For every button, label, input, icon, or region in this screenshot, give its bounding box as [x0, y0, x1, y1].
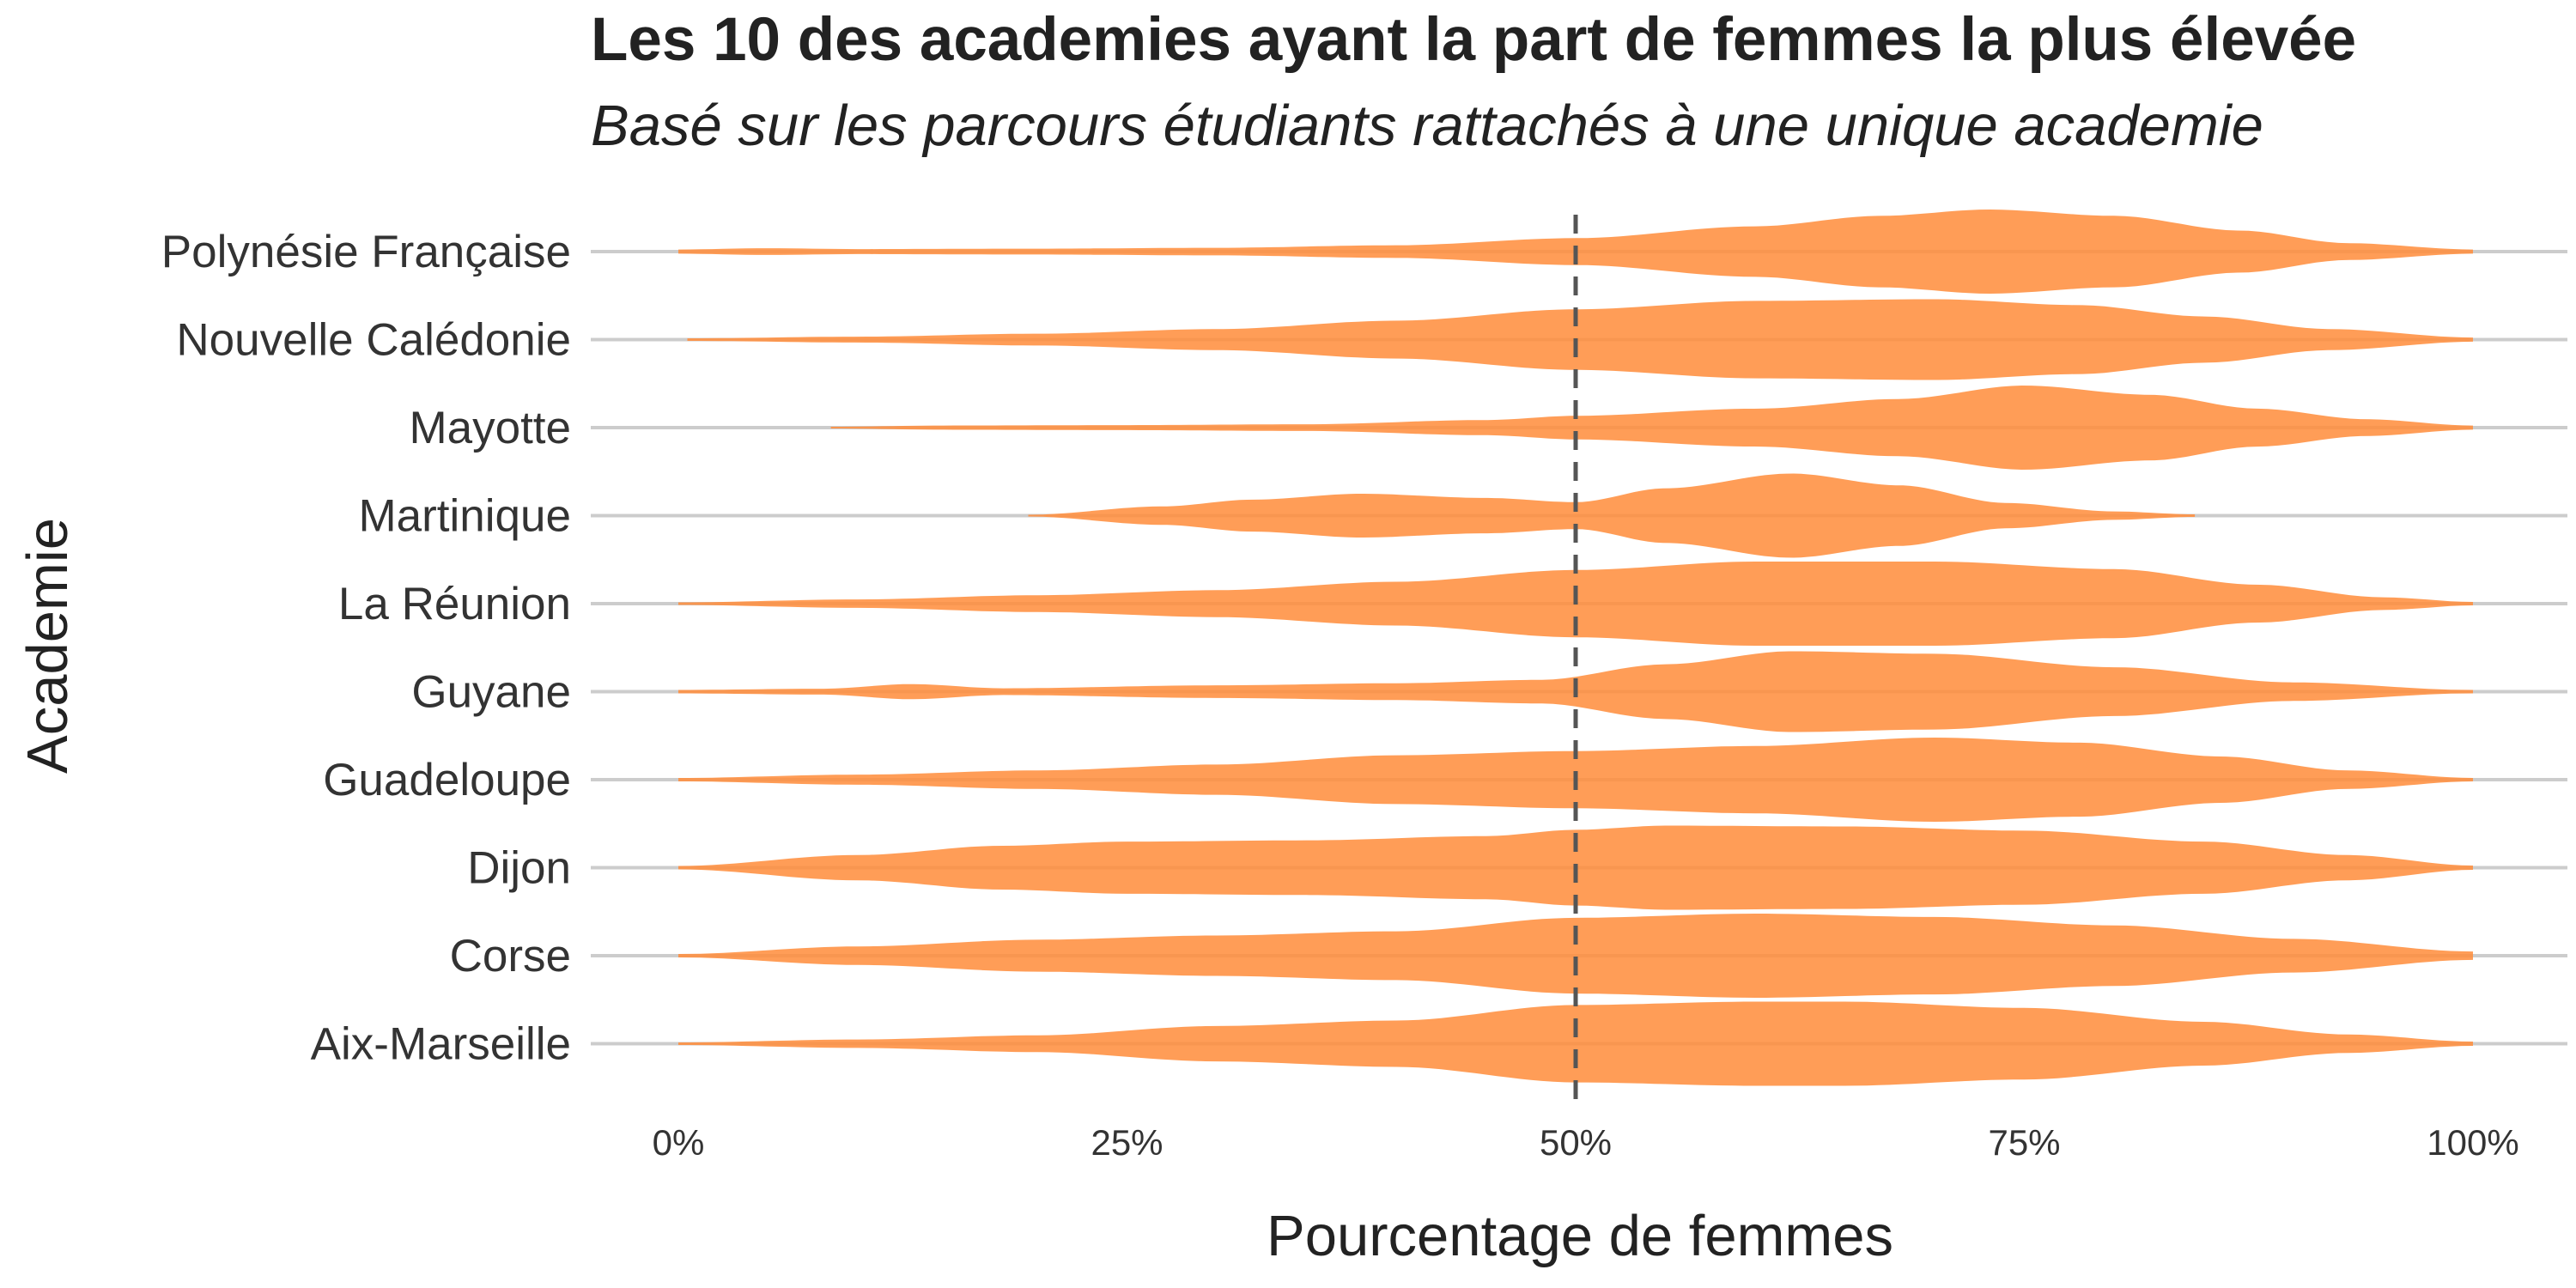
category-label: Guadeloupe: [323, 755, 571, 805]
chart-subtitle: Basé sur les parcours étudiants rattaché…: [591, 94, 2263, 158]
violin-aix-marseille: [678, 1001, 2473, 1086]
category-label: Aix-Marseille: [311, 1019, 571, 1070]
x-axis-title: Pourcentage de femmes: [1267, 1204, 1893, 1268]
violin-nouvelle-caledonie: [687, 299, 2473, 380]
x-tick-label: 75%: [1988, 1122, 2060, 1163]
chart-title: Les 10 des academies ayant la part de fe…: [591, 6, 2357, 74]
category-label: Mayotte: [409, 403, 571, 453]
category-label: Martinique: [359, 491, 571, 542]
violin-corse: [678, 914, 2473, 998]
category-label: Nouvelle Calédonie: [176, 315, 571, 366]
x-tick-label: 100%: [2427, 1122, 2518, 1163]
x-tick-label: 50%: [1540, 1122, 1612, 1163]
x-tick-labels: 0% 25% 50% 75% 100%: [653, 1122, 2519, 1163]
category-labels: Polynésie Française Nouvelle Calédonie May…: [161, 227, 571, 1070]
x-tick-label: 0%: [653, 1122, 705, 1163]
category-label: La Réunion: [338, 579, 571, 629]
category-label: Polynésie Française: [161, 227, 571, 277]
category-label: Corse: [450, 931, 571, 981]
violin-martinique: [1028, 473, 2196, 558]
category-label: Guyane: [411, 667, 571, 718]
violin-mayotte: [830, 386, 2473, 470]
category-label: Dijon: [467, 843, 571, 894]
x-tick-label: 25%: [1091, 1122, 1163, 1163]
y-axis-title: Academie: [15, 518, 80, 774]
